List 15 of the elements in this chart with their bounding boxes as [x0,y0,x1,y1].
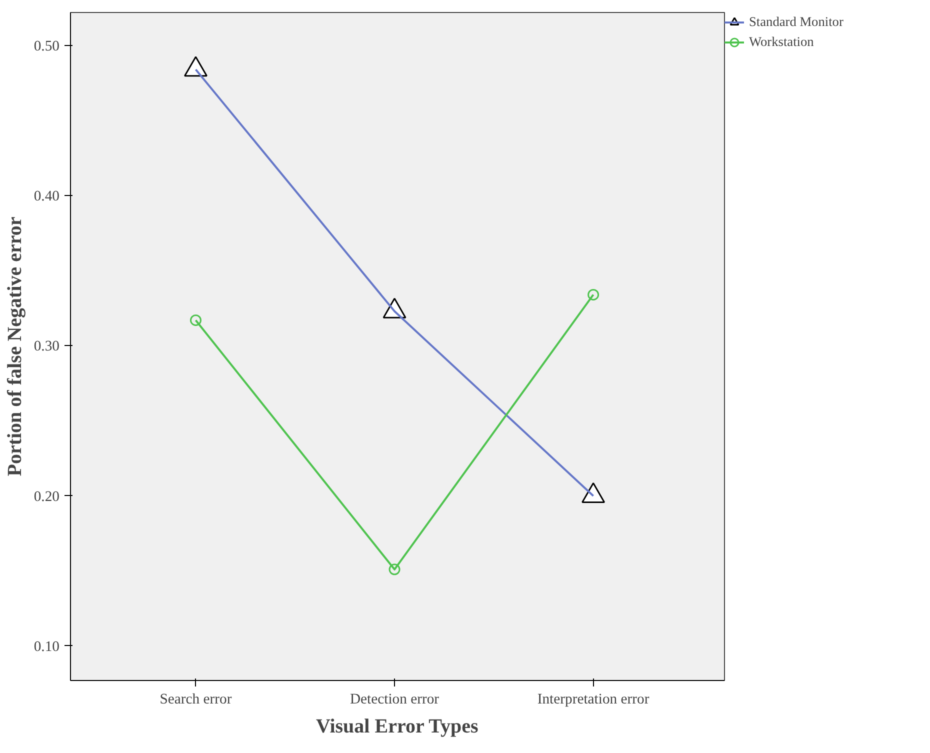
y-tick-label: 0.30 [34,338,60,355]
y-tick-label: 0.50 [34,38,60,55]
y-tick-label: 0.20 [34,488,60,505]
legend-label: Workstation [749,34,814,50]
point [588,288,600,300]
x-tick-label: Detection error [350,692,440,708]
point [388,564,400,576]
point [190,314,202,326]
x-axis-title: Visual Error Types [316,716,478,738]
legend-label: Standard Monitor [749,14,844,30]
x-tick-label: Search error [160,692,232,708]
y-axis-title: Portion of false Negative error [4,216,26,476]
y-tick-label: 0.10 [34,638,60,655]
y-tick-label: 0.40 [34,188,60,205]
x-tick-label: Interpretation error [537,692,650,708]
